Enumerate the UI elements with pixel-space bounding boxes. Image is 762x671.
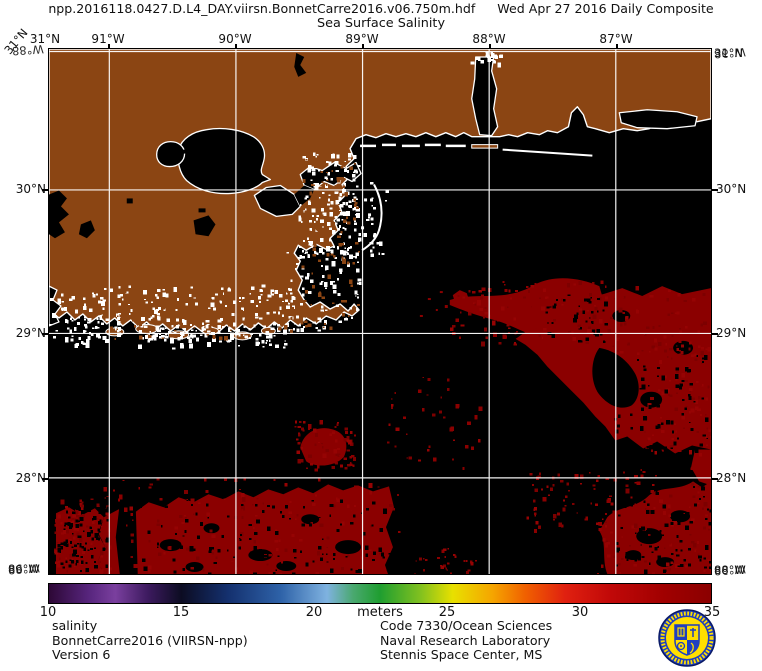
- colorbar-tick-15: 15: [173, 605, 190, 620]
- corner-label-top-right: 31°N 86°W: [714, 46, 756, 60]
- product-version: Version 6: [52, 648, 248, 663]
- corner-label-bottom-left: 86°W 88°W: [8, 562, 50, 576]
- tick-right-28n: [712, 478, 718, 480]
- filename-label: npp.2016118.0427.D.L4_DAY.viirsn.BonnetC…: [48, 1, 475, 16]
- maurepas-channel: [183, 150, 191, 154]
- nrl-logo: [658, 609, 716, 667]
- tick-right-29n: [712, 333, 718, 335]
- colorbar-tick-20: 20: [306, 605, 323, 620]
- lat-label-left-29n: 29°N: [12, 326, 46, 340]
- credit-code: Code 7330/Ocean Sciences: [380, 619, 552, 634]
- lat-label-right-28n: 28°N: [716, 471, 756, 485]
- lake-pontchartrain: [178, 129, 270, 194]
- credits-block: Code 7330/Ocean Sciences Naval Research …: [380, 619, 552, 663]
- corner-label-bottom-right: 88°W 86°W: [714, 563, 756, 577]
- product-parameter: salinity: [52, 619, 248, 634]
- product-info-block: salinity BonnetCarre2016 (VIIRSN-npp) Ve…: [52, 619, 248, 663]
- lat-label-right-29n: 29°N: [716, 326, 756, 340]
- plot-subtitle: Sea Surface Salinity: [0, 16, 762, 31]
- lat-label-left-30n: 30°N: [12, 182, 46, 196]
- page-title: npp.2016118.0427.D.L4_DAY.viirsn.BonnetC…: [0, 1, 762, 16]
- tick-right-30n: [712, 189, 718, 191]
- credit-center: Stennis Space Center, MS: [380, 648, 552, 663]
- salinity-map: [48, 48, 712, 575]
- composite-date-label: Wed Apr 27 2016 Daily Composite: [497, 1, 713, 16]
- lat-label-right-30n: 30°N: [716, 182, 756, 196]
- lake-maurepas: [157, 142, 185, 167]
- colorbar-tick-30: 30: [572, 605, 589, 620]
- salinity-colorbar: [48, 583, 712, 604]
- credit-lab: Naval Research Laboratory: [380, 634, 552, 649]
- product-region: BonnetCarre2016 (VIIRSN-npp): [52, 634, 248, 649]
- lat-label-left-28n: 28°N: [12, 471, 46, 485]
- nrl-shield: [675, 625, 699, 655]
